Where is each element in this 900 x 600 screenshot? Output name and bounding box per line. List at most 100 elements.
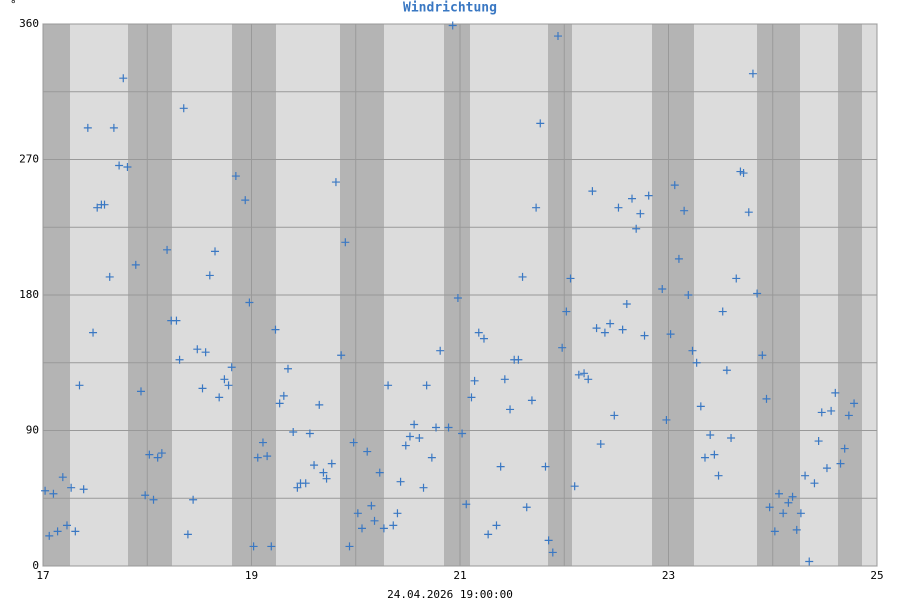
point: [201, 348, 210, 357]
point: [588, 187, 597, 196]
point: [636, 209, 645, 218]
point: [172, 316, 181, 325]
point: [189, 495, 198, 504]
point: [363, 447, 372, 456]
point: [492, 521, 501, 530]
point: [479, 334, 488, 343]
point: [45, 531, 54, 540]
point: [71, 527, 80, 536]
point: [258, 438, 267, 447]
point: [327, 459, 336, 468]
point: [801, 471, 810, 480]
point: [514, 355, 523, 364]
point: [727, 434, 736, 443]
point: [484, 530, 493, 539]
point: [131, 260, 140, 269]
point: [496, 462, 505, 471]
point: [341, 238, 350, 247]
point: [310, 461, 319, 470]
point: [518, 272, 527, 281]
point: [700, 453, 709, 462]
point: [796, 509, 805, 518]
point: [245, 298, 254, 307]
point: [765, 503, 774, 512]
point: [814, 437, 823, 446]
point: [618, 325, 627, 334]
point: [396, 477, 405, 486]
point: [389, 521, 398, 530]
point: [753, 289, 762, 298]
point: [419, 483, 428, 492]
point: [198, 384, 207, 393]
point: [666, 330, 675, 339]
point: [692, 358, 701, 367]
point: [67, 483, 76, 492]
point: [322, 474, 331, 483]
point: [840, 444, 849, 453]
point: [748, 69, 757, 78]
point: [62, 521, 71, 530]
point: [684, 291, 693, 299]
point: [532, 203, 541, 212]
point: [596, 440, 605, 449]
point: [458, 429, 467, 438]
point: [739, 169, 748, 178]
point: [289, 428, 298, 437]
point: [283, 364, 292, 373]
point: [353, 509, 362, 518]
point: [145, 450, 154, 459]
point: [662, 415, 671, 424]
point: [527, 396, 536, 405]
point: [632, 224, 641, 233]
point: [592, 324, 601, 333]
point: [850, 399, 859, 408]
point: [224, 381, 233, 390]
point: [553, 32, 562, 41]
point: [658, 284, 667, 293]
point: [810, 479, 819, 488]
point: [119, 74, 128, 83]
point: [93, 203, 102, 212]
point: [562, 307, 571, 316]
point: [384, 381, 393, 390]
point: [220, 375, 229, 384]
point: [544, 536, 553, 545]
point: [470, 376, 479, 385]
point: [444, 423, 453, 432]
y-tick-label: 90: [26, 424, 39, 437]
point: [722, 366, 731, 375]
point: [467, 393, 476, 402]
point: [89, 328, 98, 337]
x-tick-label: 23: [662, 569, 675, 582]
point: [788, 492, 797, 501]
point: [241, 196, 250, 205]
point: [153, 453, 162, 462]
point: [109, 123, 118, 132]
point: [183, 530, 192, 539]
point: [123, 163, 132, 172]
point: [606, 319, 615, 328]
footer-timestamp: 24.04.2026 19:00:00: [387, 588, 513, 600]
point: [718, 307, 727, 316]
point: [211, 247, 220, 256]
point: [319, 468, 328, 477]
point: [41, 486, 50, 495]
point: [231, 172, 240, 181]
point: [267, 542, 276, 551]
point: [474, 328, 483, 337]
point: [610, 411, 619, 420]
point: [580, 369, 589, 378]
point: [614, 203, 623, 212]
point: [805, 557, 814, 566]
point: [175, 355, 184, 364]
point: [831, 388, 840, 397]
point: [744, 208, 753, 217]
point: [379, 524, 388, 533]
point: [75, 381, 84, 390]
point: [453, 294, 462, 303]
point: [370, 516, 379, 525]
point: [227, 363, 236, 372]
chart-title: Windrichtung: [403, 1, 497, 16]
point: [836, 459, 845, 468]
